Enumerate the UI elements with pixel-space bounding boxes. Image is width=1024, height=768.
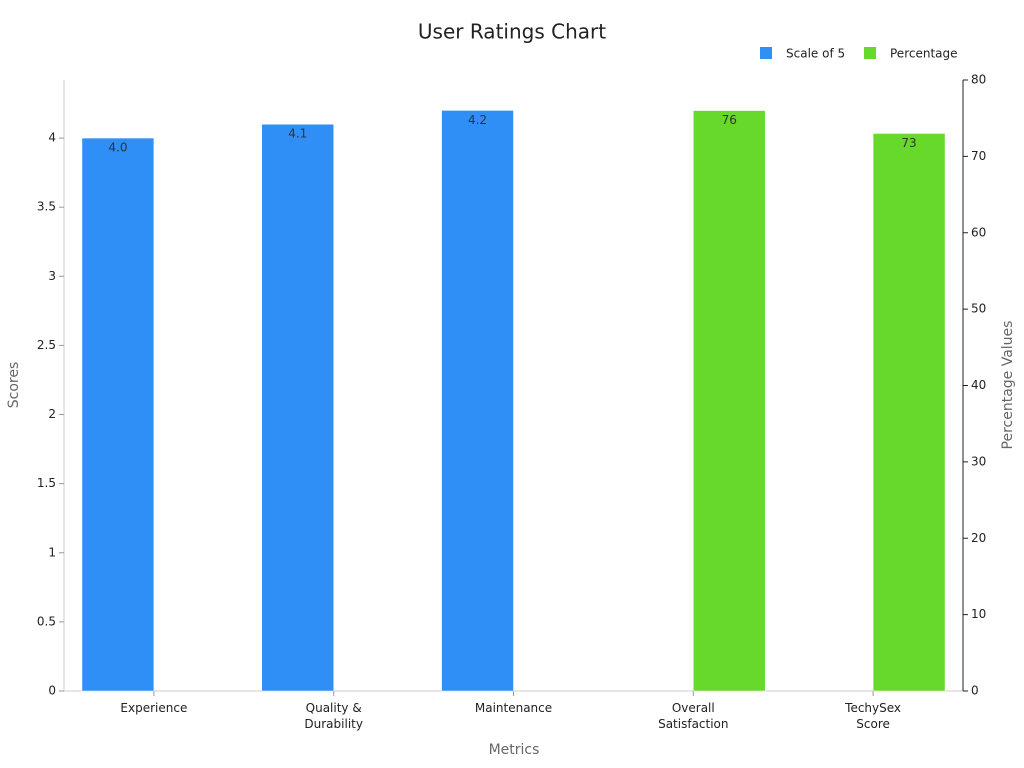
y2-tick-label: 30 — [971, 454, 986, 468]
y2-tick-label: 0 — [971, 684, 979, 698]
y2-axis-title: Percentage Values — [1000, 321, 1016, 450]
y2-tick-label: 10 — [971, 607, 986, 621]
y2-tick-label: 70 — [971, 149, 986, 163]
y-tick-label: 2 — [48, 407, 56, 421]
legend-label: Percentage — [890, 47, 958, 61]
y-tick-label: 3.5 — [37, 200, 56, 214]
x-axis-title: Metrics — [489, 742, 540, 758]
value-label: 73 — [901, 136, 916, 150]
x-tick-label: Overall Satisfaction — [658, 701, 729, 731]
chart-title: User Ratings Chart — [418, 20, 606, 44]
x-tick-label: Quality & Durability — [304, 701, 363, 731]
y-tick-label: 1 — [48, 545, 56, 559]
y2-tick-label: 40 — [971, 378, 986, 392]
y-tick-label: 0.5 — [37, 614, 56, 628]
value-label: 4.1 — [288, 127, 307, 141]
y-tick-label: 1.5 — [37, 476, 56, 490]
value-label: 76 — [722, 113, 737, 127]
y-tick-label: 3 — [48, 269, 56, 283]
bar — [872, 133, 946, 692]
legend-swatch — [760, 47, 772, 59]
value-label: 4.2 — [468, 113, 487, 127]
y-tick-label: 4 — [48, 131, 56, 145]
y-tick-label: 0 — [48, 684, 56, 698]
bar — [441, 110, 514, 692]
bar — [81, 137, 155, 692]
y2-tick-label: 60 — [971, 225, 986, 239]
x-tick-label: Experience — [120, 701, 188, 715]
value-label: 4.0 — [108, 141, 127, 155]
y2-tick-label: 20 — [971, 531, 986, 545]
y-axis-title: Scores — [6, 362, 22, 409]
bar — [693, 110, 766, 692]
legend-label: Scale of 5 — [786, 47, 845, 61]
y-tick-label: 2.5 — [37, 338, 56, 352]
y2-tick-label: 50 — [971, 302, 986, 316]
legend-swatch — [864, 47, 876, 59]
y2-tick-label: 80 — [971, 73, 986, 87]
x-tick-label: TechySex Score — [845, 701, 902, 731]
x-tick-label: Maintenance — [474, 701, 553, 715]
bar — [261, 123, 334, 692]
